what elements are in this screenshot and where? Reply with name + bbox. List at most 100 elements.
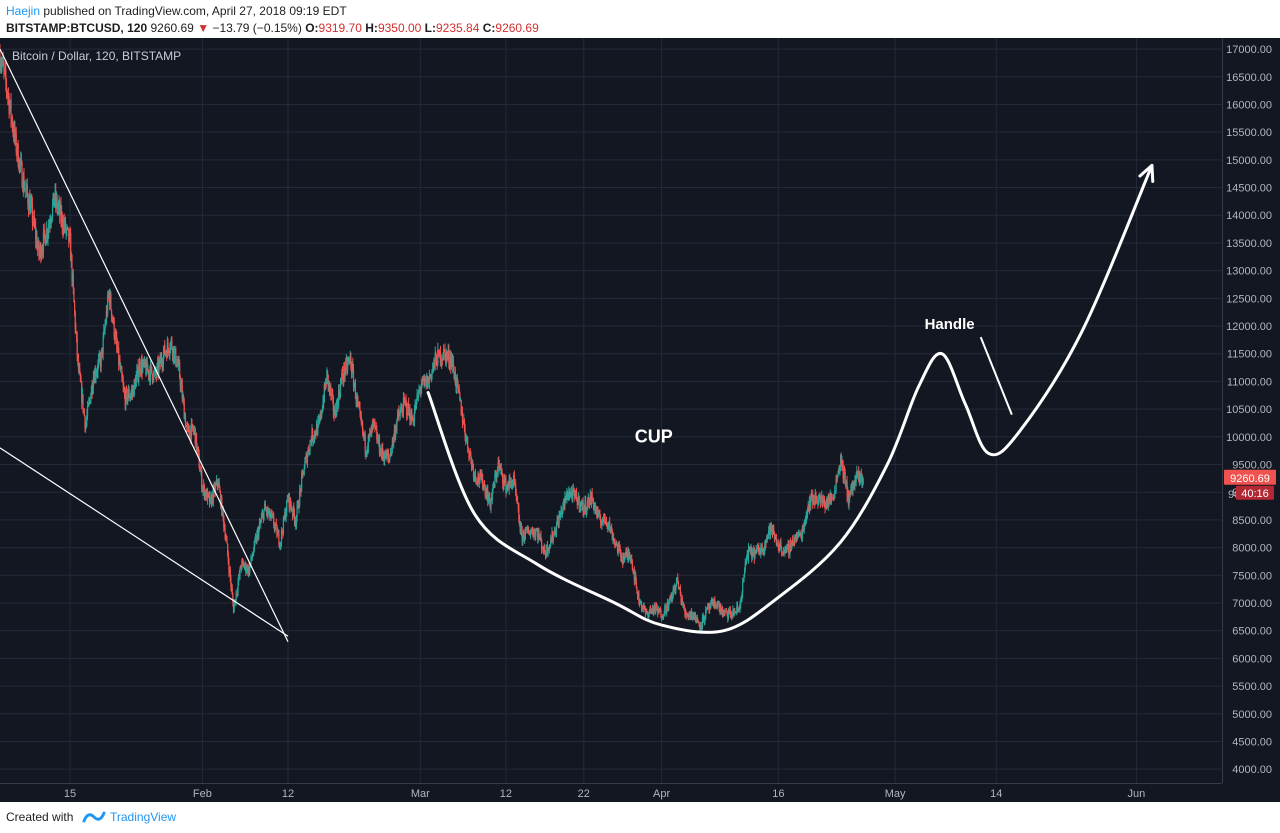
candle-body <box>565 497 567 501</box>
candle-body <box>155 375 157 377</box>
candle-body <box>359 407 361 412</box>
candle-body <box>445 352 447 363</box>
candle-body <box>825 504 827 508</box>
candle-body <box>732 608 734 616</box>
candle-body <box>295 516 298 526</box>
candle-body <box>96 371 98 373</box>
time-tick-label: May <box>885 788 906 800</box>
candle-body <box>386 452 388 456</box>
candle-body <box>487 497 490 503</box>
handle-stroke <box>979 336 1013 416</box>
candle-body <box>240 567 242 569</box>
candle-body <box>838 470 840 474</box>
candle-body <box>511 483 514 489</box>
candle-body <box>533 530 535 537</box>
candle-body <box>725 610 728 612</box>
candle-body <box>786 546 788 550</box>
candle-body <box>34 225 36 228</box>
candle-body <box>431 370 433 379</box>
candle-body <box>843 468 846 473</box>
candle-body <box>356 395 358 402</box>
candle-body <box>586 507 588 511</box>
candle-body <box>88 401 90 405</box>
candle-body <box>282 517 285 534</box>
candle-body <box>321 412 323 417</box>
candle-body <box>681 599 683 603</box>
candle-body <box>817 499 820 505</box>
tradingview-brand-link[interactable]: TradingView <box>110 810 177 824</box>
candle-body <box>90 394 92 403</box>
candle-body <box>448 350 450 363</box>
candle-body <box>430 374 432 379</box>
price-tick-label: 10000.00 <box>1226 432 1272 444</box>
candle-body <box>328 382 330 387</box>
candle-body <box>605 521 607 524</box>
candle-body <box>587 500 589 508</box>
author-link[interactable]: Haejin <box>6 4 41 18</box>
candle-body <box>301 475 303 491</box>
candle-body <box>573 489 575 493</box>
candle-body <box>95 374 97 378</box>
candle-body <box>184 415 186 419</box>
candle-body <box>771 528 773 532</box>
candle-body <box>230 578 232 587</box>
trendline <box>0 447 289 637</box>
candle-body <box>859 472 861 482</box>
candle-body <box>358 405 360 408</box>
candle-body <box>292 506 294 515</box>
candle-body <box>273 517 275 526</box>
candle-body <box>369 429 371 433</box>
candle-body <box>785 547 787 550</box>
down-arrow-icon: ▼ <box>197 21 210 35</box>
candle-body <box>718 602 720 606</box>
chart-area[interactable]: CUP Handle 17000.00 16500.00 16000.00 15500.… <box>0 38 1280 802</box>
candle-body <box>269 516 272 518</box>
candle-body <box>323 384 325 403</box>
candle-body <box>555 525 558 533</box>
candle-body <box>229 569 231 573</box>
candle-body <box>404 399 406 401</box>
candle-body <box>257 530 259 538</box>
candle-body <box>151 373 154 381</box>
candle-body <box>203 484 205 498</box>
candle-body <box>407 403 409 415</box>
candle-body <box>28 198 30 211</box>
candle-body <box>2 59 4 66</box>
candle-body <box>274 526 276 529</box>
candle-body <box>438 350 440 356</box>
candle-body <box>604 518 606 524</box>
candle-body <box>319 411 322 420</box>
candle-body <box>220 497 222 507</box>
candle-body <box>334 409 336 416</box>
candle-body <box>62 221 65 232</box>
candle-body <box>191 423 193 425</box>
candle-body <box>845 483 847 487</box>
price-chart[interactable]: CUP Handle 17000.00 16500.00 16000.00 15500.… <box>0 38 1280 802</box>
candle-body <box>679 586 681 589</box>
candle-body <box>174 348 176 351</box>
candle-body <box>378 437 381 453</box>
candle-body <box>362 431 364 433</box>
candle-body <box>738 608 740 610</box>
candle-body <box>466 436 468 439</box>
candle-body <box>709 606 711 609</box>
candle-body <box>614 543 617 545</box>
candle-body <box>131 390 133 394</box>
candle-body <box>136 366 139 371</box>
candle-body <box>385 450 387 460</box>
candle-body <box>627 552 630 558</box>
candle-body <box>69 232 71 234</box>
candle-body <box>209 497 211 504</box>
tradingview-logo-icon[interactable] <box>82 809 106 825</box>
candle-body <box>373 420 375 423</box>
candle-body <box>583 508 586 510</box>
candle-body <box>48 223 50 226</box>
candle-body <box>856 471 858 478</box>
candle-body <box>108 291 110 297</box>
candle-body <box>856 471 859 474</box>
candle-body <box>857 472 859 474</box>
candle-body <box>44 229 46 236</box>
candle-body <box>77 356 79 360</box>
candle-body <box>66 226 68 230</box>
candle-body <box>360 411 362 417</box>
